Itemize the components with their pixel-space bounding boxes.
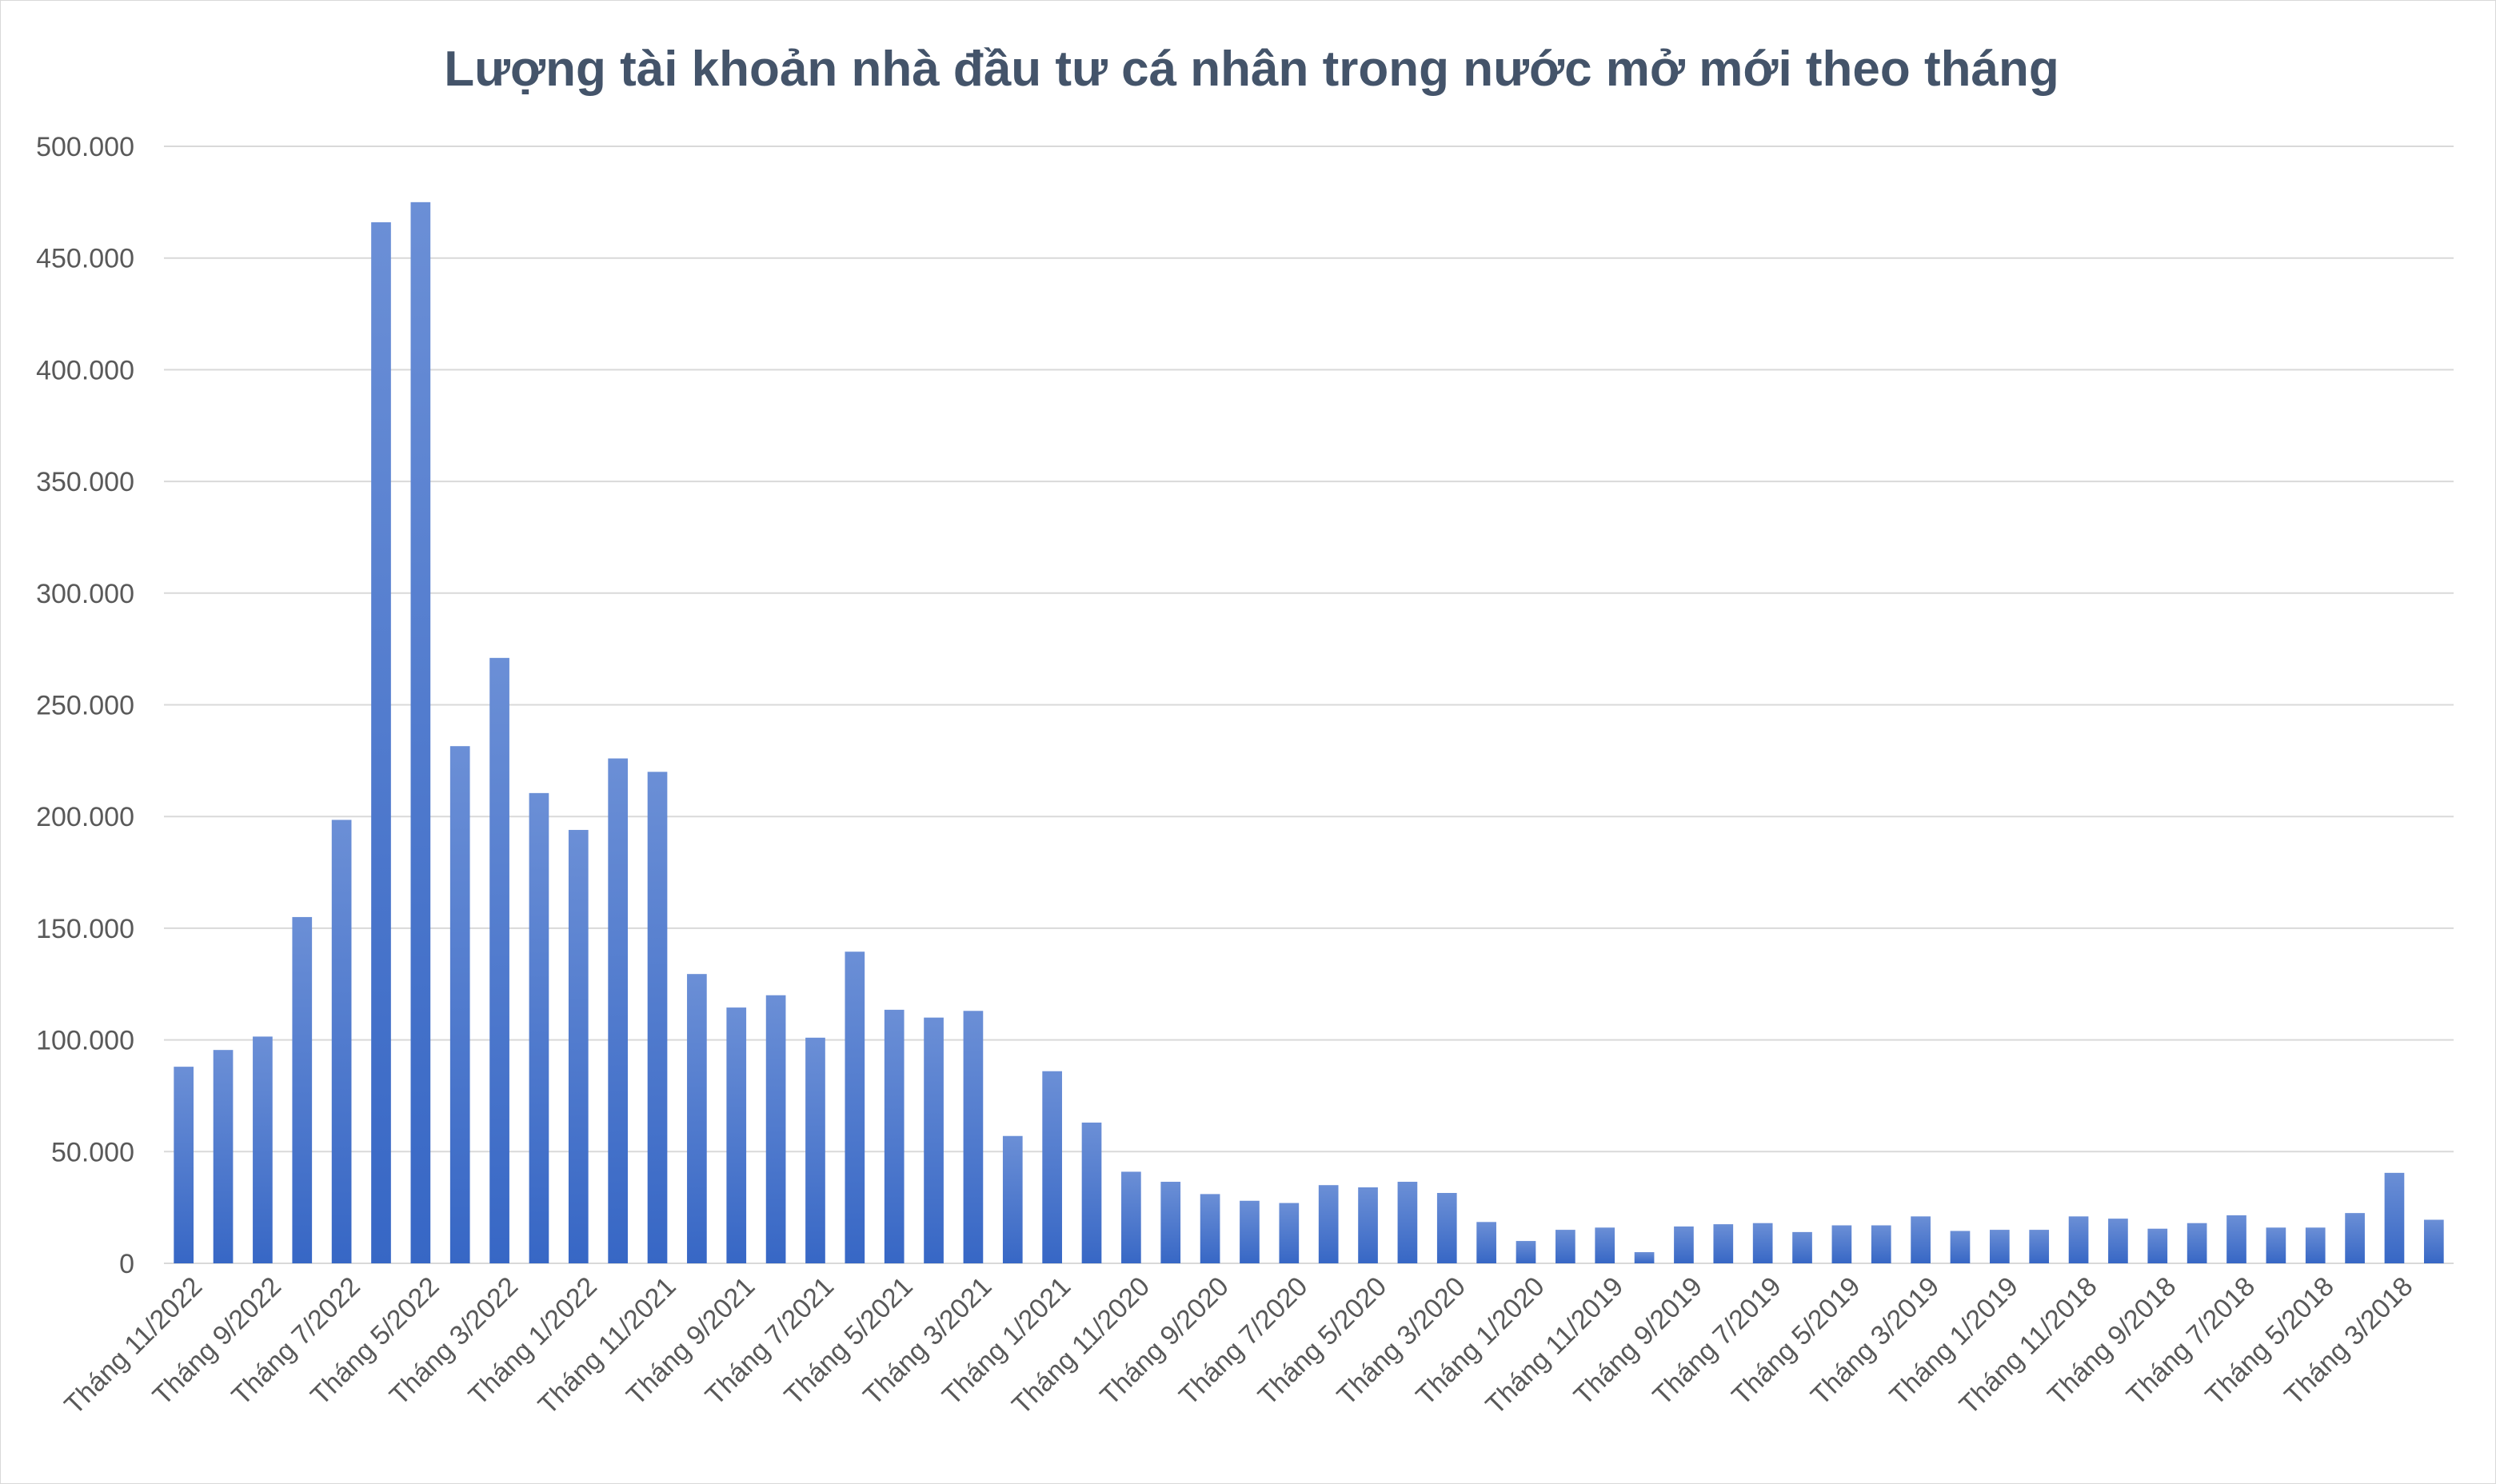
- x-tick-label: Tháng 11/2021: [533, 1271, 682, 1421]
- y-tick-label: 500.000: [36, 132, 134, 162]
- bar: [1752, 1223, 1773, 1263]
- bar: [529, 792, 549, 1263]
- bar: [1121, 1171, 1141, 1263]
- bar: [1674, 1226, 1694, 1263]
- y-tick-label: 250.000: [36, 691, 134, 721]
- bar: [1436, 1192, 1457, 1263]
- bar: [1200, 1194, 1220, 1263]
- x-tick-label: Tháng 11/2018: [1954, 1271, 2103, 1421]
- y-tick-label: 300.000: [36, 579, 134, 609]
- bar: [1081, 1122, 1102, 1263]
- bar: [1516, 1241, 1536, 1263]
- y-tick-label: 200.000: [36, 802, 134, 832]
- bar: [213, 1050, 234, 1263]
- bar: [963, 1011, 984, 1263]
- bar: [331, 820, 352, 1263]
- bar: [489, 657, 509, 1263]
- y-tick-label: 150.000: [36, 914, 134, 944]
- bar: [1318, 1185, 1339, 1263]
- y-tick-label: 450.000: [36, 244, 134, 274]
- bar: [1634, 1252, 1655, 1263]
- bar: [1002, 1135, 1023, 1263]
- bar: [1911, 1216, 1931, 1263]
- bar: [1476, 1222, 1496, 1263]
- chart-title: Lượng tài khoản nhà đầu tư cá nhân trong…: [444, 42, 2059, 97]
- bar: [1713, 1224, 1734, 1263]
- bar: [2423, 1219, 2444, 1263]
- bar: [1160, 1182, 1181, 1263]
- bar: [1240, 1200, 1260, 1263]
- y-tick-label: 350.000: [36, 467, 134, 497]
- bar: [1792, 1231, 1812, 1263]
- bar: [1871, 1225, 1891, 1263]
- bar: [1989, 1230, 2010, 1263]
- bar: [174, 1067, 194, 1263]
- bar: [924, 1017, 944, 1263]
- bar: [2384, 1172, 2405, 1263]
- y-axis-ticks: 0 50.000 100.000 150.000 200.000 250.000 300.0…: [36, 132, 134, 1279]
- bar: [647, 772, 668, 1263]
- bar: [2186, 1223, 2207, 1263]
- bar: [1358, 1187, 1378, 1263]
- x-tick-label: Tháng 11/2020: [1006, 1271, 1156, 1421]
- bar: [292, 916, 313, 1263]
- bar: [2108, 1219, 2128, 1263]
- bar: [2147, 1228, 2168, 1263]
- y-tick-label: 0: [119, 1249, 134, 1279]
- bar: [1279, 1203, 1300, 1263]
- bar: [1397, 1182, 1418, 1263]
- y-tick-label: 400.000: [36, 355, 134, 385]
- x-tick-label: Tháng 11/2022: [58, 1271, 208, 1421]
- x-tick-label: Tháng 11/2019: [1480, 1271, 1630, 1421]
- bar: [2266, 1227, 2286, 1263]
- bar: [1042, 1071, 1062, 1263]
- bar: [2226, 1215, 2246, 1263]
- bar: [1950, 1231, 1971, 1263]
- bar: [805, 1037, 825, 1263]
- bar: [608, 758, 629, 1263]
- bar: [2029, 1230, 2050, 1263]
- bar: [1556, 1230, 1575, 1263]
- bars: [174, 201, 2444, 1264]
- bar: [253, 1036, 273, 1263]
- bar: [2305, 1227, 2326, 1263]
- bar: [410, 201, 431, 1264]
- bar: [2068, 1216, 2089, 1263]
- bar: [568, 829, 589, 1263]
- bar: [884, 1009, 905, 1263]
- y-tick-label: 100.000: [36, 1026, 134, 1056]
- bar: [726, 1007, 747, 1263]
- bar: [2345, 1213, 2365, 1263]
- bar: [371, 221, 391, 1264]
- bar: [449, 746, 470, 1263]
- y-tick-label: 50.000: [51, 1137, 134, 1167]
- bar: [687, 974, 707, 1263]
- bar: [1595, 1227, 1615, 1263]
- bar: [1831, 1225, 1852, 1263]
- bar: [845, 951, 865, 1263]
- bar: [765, 995, 786, 1263]
